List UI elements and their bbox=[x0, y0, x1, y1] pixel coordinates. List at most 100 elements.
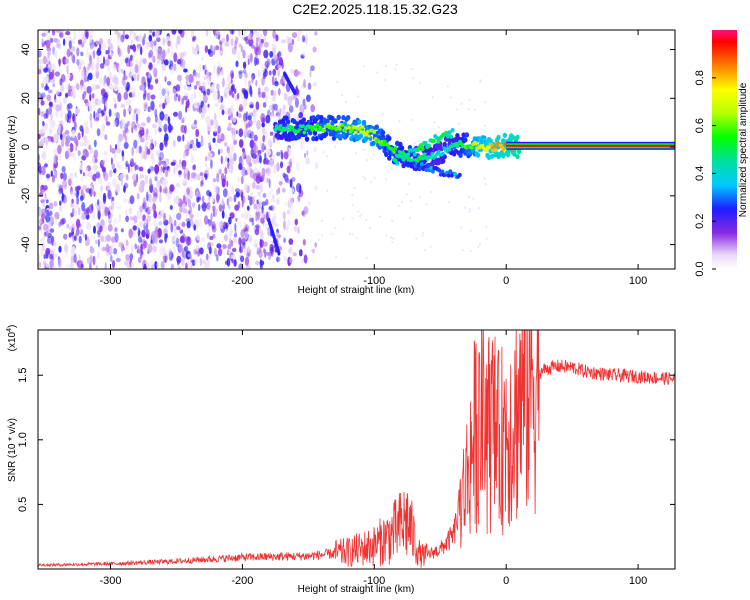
noise-cell bbox=[287, 37, 293, 45]
noise-cell bbox=[88, 204, 94, 214]
noise-cell bbox=[247, 58, 250, 66]
noise-cell bbox=[43, 254, 46, 260]
ridge-core-cell bbox=[380, 139, 385, 144]
noise-cell bbox=[91, 184, 95, 194]
noise-cell bbox=[142, 93, 147, 101]
noise-cell bbox=[47, 51, 50, 59]
noise-cell bbox=[191, 45, 195, 55]
ridge-branch-cell bbox=[395, 161, 400, 166]
noise-cell bbox=[227, 248, 232, 255]
noise-cell bbox=[173, 63, 177, 71]
ridge-core-cell bbox=[484, 148, 489, 153]
noise-cell bbox=[175, 237, 180, 248]
noise-cell bbox=[176, 212, 182, 221]
noise-cell bbox=[71, 129, 76, 139]
noise-cell bbox=[421, 234, 424, 237]
ridge-core-cell bbox=[455, 144, 460, 149]
noise-cell bbox=[38, 208, 42, 218]
noise-cell bbox=[270, 186, 273, 195]
noise-cell bbox=[196, 212, 200, 219]
ridge-cell bbox=[374, 124, 379, 130]
noise-cell bbox=[277, 234, 281, 239]
ridge-core-cell bbox=[277, 127, 282, 131]
noise-cell bbox=[178, 223, 183, 228]
noise-cell bbox=[72, 151, 77, 161]
noise-cell bbox=[64, 113, 69, 122]
noise-cell bbox=[101, 246, 107, 252]
noise-cell bbox=[295, 161, 301, 171]
noise-cell bbox=[261, 91, 266, 99]
noise-cell bbox=[106, 121, 111, 126]
noise-cell bbox=[328, 138, 331, 141]
noise-cell bbox=[259, 227, 262, 237]
noise-cell bbox=[104, 91, 109, 99]
noise-cell bbox=[205, 115, 211, 125]
noise-cell bbox=[252, 157, 256, 164]
noise-cell bbox=[297, 71, 302, 76]
noise-cell bbox=[244, 78, 247, 87]
noise-cell bbox=[82, 185, 88, 191]
noise-cell bbox=[128, 71, 132, 79]
noise-cell bbox=[210, 84, 215, 93]
noise-cell bbox=[72, 192, 77, 197]
noise-cell bbox=[218, 168, 222, 175]
noise-cell bbox=[448, 201, 450, 204]
noise-cell bbox=[154, 261, 158, 269]
noise-cell bbox=[152, 219, 157, 228]
noise-cell bbox=[468, 99, 471, 102]
noise-cell bbox=[195, 138, 199, 145]
ridge-cell bbox=[346, 115, 351, 121]
noise-cell bbox=[469, 250, 472, 252]
noise-cell bbox=[355, 237, 358, 240]
ridge-cell bbox=[475, 152, 481, 158]
noise-cell bbox=[159, 151, 165, 161]
noise-cell bbox=[83, 208, 89, 215]
noise-cell bbox=[188, 73, 194, 84]
noise-cell bbox=[305, 155, 310, 165]
noise-cell bbox=[173, 219, 177, 227]
ridge-core-cell bbox=[474, 141, 478, 146]
noise-cell bbox=[94, 158, 98, 163]
noise-cell bbox=[156, 262, 161, 268]
noise-cell bbox=[279, 174, 284, 182]
noise-cell bbox=[484, 183, 487, 186]
noise-cell bbox=[119, 120, 123, 129]
noise-cell bbox=[220, 104, 225, 111]
ridge-core-cell bbox=[288, 128, 292, 132]
noise-cell bbox=[217, 134, 223, 140]
x-tick-label: -200 bbox=[231, 275, 253, 287]
noise-cell bbox=[68, 72, 71, 78]
noise-cell bbox=[149, 183, 154, 194]
noise-cell bbox=[468, 196, 471, 199]
noise-cell bbox=[212, 178, 217, 183]
noise-cell bbox=[419, 82, 422, 85]
noise-cell bbox=[252, 116, 256, 124]
noise-cell bbox=[58, 98, 62, 105]
noise-cell bbox=[229, 30, 234, 35]
noise-cell bbox=[166, 81, 172, 86]
noise-cell bbox=[255, 101, 260, 111]
noise-cell bbox=[228, 122, 232, 127]
noise-cell bbox=[254, 111, 258, 118]
noise-cell bbox=[38, 225, 42, 230]
noise-cell bbox=[230, 225, 233, 235]
ridge-cell bbox=[331, 135, 337, 141]
noise-cell bbox=[106, 234, 111, 242]
noise-cell bbox=[152, 31, 156, 37]
noise-cell bbox=[136, 146, 139, 155]
ridge-branch-cell bbox=[412, 152, 417, 157]
noise-cell bbox=[228, 115, 231, 121]
noise-cell bbox=[326, 155, 328, 158]
noise-cell bbox=[111, 201, 114, 210]
noise-cell bbox=[289, 246, 293, 253]
noise-cell bbox=[225, 156, 228, 162]
x-tick-label: 0 bbox=[503, 575, 509, 587]
ridge-core-cell bbox=[416, 159, 420, 163]
ridge-branch-cell bbox=[424, 167, 429, 173]
ridge-cell bbox=[323, 131, 329, 137]
noise-cell bbox=[298, 112, 304, 119]
noise-cell bbox=[112, 120, 117, 128]
noise-cell bbox=[164, 38, 168, 44]
noise-cell bbox=[67, 89, 71, 97]
noise-cell bbox=[190, 255, 193, 264]
